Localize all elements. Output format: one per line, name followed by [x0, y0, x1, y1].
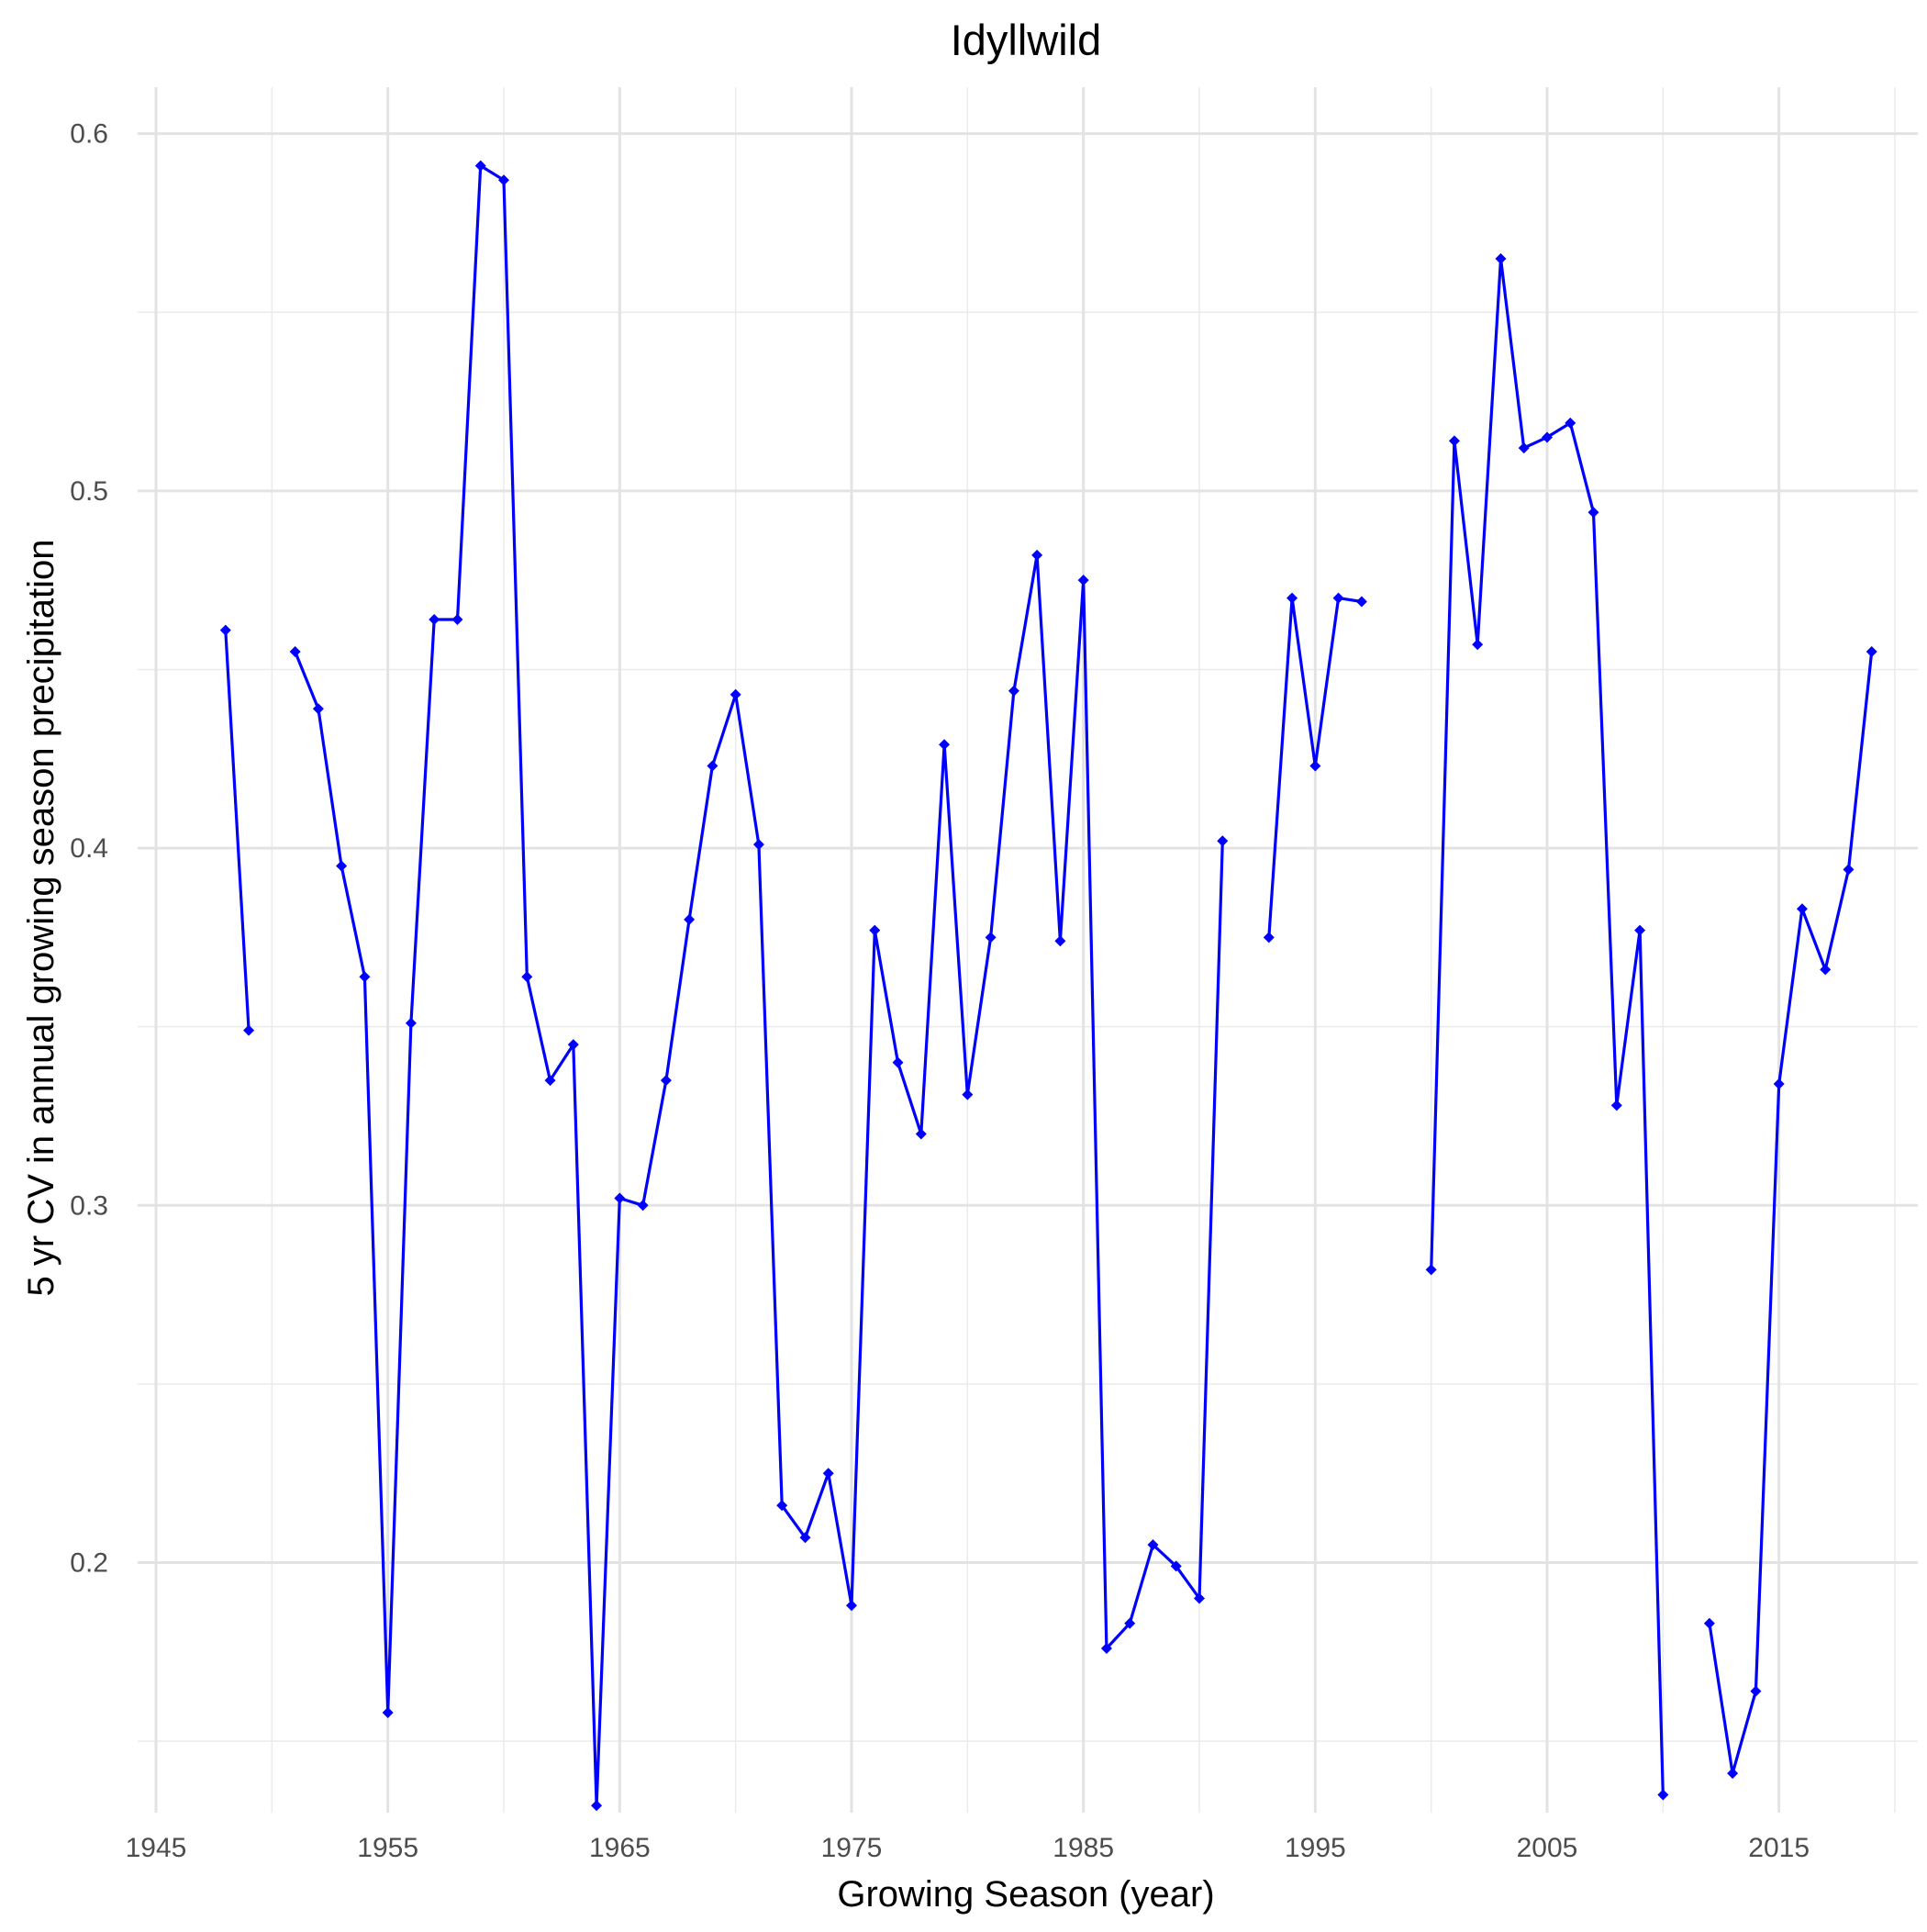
- data-point: [382, 1707, 394, 1719]
- y-tick-label: 0.3: [70, 1190, 108, 1221]
- y-tick-label: 0.2: [70, 1548, 108, 1579]
- data-point: [1727, 1768, 1739, 1780]
- data-point: [1542, 431, 1553, 443]
- data-point: [637, 1200, 649, 1212]
- data-point: [336, 860, 348, 872]
- series-layer: [219, 160, 1877, 1812]
- x-tick-label: 1965: [589, 1833, 651, 1863]
- y-tick-label: 0.4: [70, 833, 108, 864]
- data-point: [892, 1056, 904, 1068]
- data-point: [1287, 592, 1298, 604]
- data-point: [1355, 596, 1367, 608]
- data-point: [962, 1089, 974, 1100]
- x-tick-label: 2005: [1517, 1833, 1578, 1863]
- data-point: [822, 1468, 834, 1480]
- data-point: [521, 971, 533, 983]
- data-point: [1425, 1264, 1437, 1276]
- data-point: [474, 160, 486, 172]
- data-point: [1495, 252, 1507, 264]
- data-point: [1263, 932, 1275, 944]
- data-point: [707, 760, 718, 772]
- data-point: [1820, 964, 1832, 976]
- y-tick-label: 0.5: [70, 476, 108, 507]
- data-point: [1518, 442, 1530, 454]
- data-point: [243, 1024, 255, 1036]
- data-point: [1610, 1100, 1622, 1111]
- data-point: [544, 1075, 556, 1087]
- data-point: [799, 1532, 811, 1544]
- data-point: [1054, 935, 1066, 947]
- data-point: [498, 174, 509, 186]
- data-point: [567, 1039, 579, 1051]
- data-point: [1147, 1539, 1159, 1551]
- data-point: [1587, 507, 1599, 519]
- data-point: [219, 624, 231, 636]
- minor-gridlines: [138, 87, 1918, 1813]
- x-tick-label: 1975: [821, 1833, 883, 1863]
- data-point: [1703, 1617, 1715, 1629]
- data-point: [289, 645, 301, 657]
- data-point: [985, 932, 997, 944]
- data-point: [1031, 549, 1043, 561]
- data-point: [451, 613, 463, 625]
- data-point: [1100, 1642, 1112, 1654]
- data-point: [1077, 575, 1089, 586]
- data-point: [684, 913, 696, 925]
- data-point: [614, 1192, 626, 1204]
- data-point: [1194, 1592, 1205, 1604]
- x-tick-label: 2015: [1748, 1833, 1810, 1863]
- data-point: [752, 839, 764, 851]
- x-tick-label: 1955: [357, 1833, 418, 1863]
- x-axis-title: Growing Season (year): [837, 1874, 1214, 1915]
- data-point: [359, 971, 371, 983]
- data-point: [1657, 1789, 1669, 1801]
- data-point: [1565, 417, 1576, 429]
- data-point: [1796, 903, 1808, 915]
- data-point: [1634, 924, 1646, 936]
- data-point: [1448, 435, 1460, 447]
- x-tick-label: 1945: [126, 1833, 187, 1863]
- data-point: [312, 703, 324, 715]
- y-axis-tick-labels: 0.2 0.3 0.4 0.5 0.6: [70, 119, 108, 1579]
- data-point: [660, 1075, 672, 1087]
- data-point: [776, 1500, 788, 1512]
- data-point: [869, 924, 881, 936]
- data-point: [1866, 645, 1877, 657]
- data-point: [1008, 685, 1019, 697]
- data-point: [846, 1600, 857, 1612]
- x-tick-label: 1995: [1285, 1833, 1346, 1863]
- major-gridlines: [138, 87, 1918, 1813]
- x-axis-tick-labels: 1945 1955 1965 1975 1985 1995 2005 2015: [126, 1833, 1810, 1863]
- data-point: [591, 1800, 603, 1812]
- y-axis-title: 5 yr CV in annual growing season precipi…: [21, 540, 61, 1297]
- data-point: [429, 613, 440, 625]
- data-point: [730, 688, 741, 700]
- data-point: [1332, 592, 1344, 604]
- data-point: [1217, 835, 1229, 847]
- data-point: [1170, 1560, 1182, 1572]
- series-line: [1708, 651, 1874, 1775]
- x-tick-label: 1985: [1053, 1833, 1114, 1863]
- data-point: [1472, 639, 1484, 651]
- data-point: [1124, 1617, 1136, 1629]
- data-point: [939, 739, 951, 751]
- series-line: [224, 630, 251, 1031]
- data-point: [1773, 1078, 1785, 1089]
- data-point: [1309, 760, 1321, 772]
- data-point: [1750, 1685, 1762, 1697]
- y-tick-label: 0.6: [70, 119, 108, 150]
- data-point: [405, 1017, 417, 1029]
- data-point: [915, 1128, 927, 1140]
- data-point: [1843, 864, 1855, 876]
- chart-title: Idyllwild: [951, 16, 1102, 64]
